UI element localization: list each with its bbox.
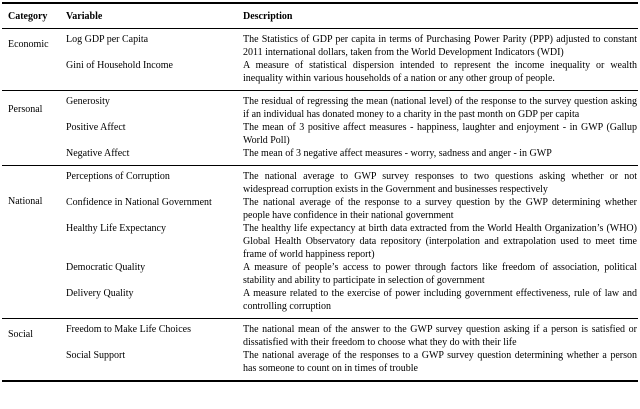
description-cell: A measure related to the exercise of pow…	[243, 288, 637, 312]
table-row: Healthy Life Expectancy The healthy life …	[2, 222, 638, 261]
description-cell: The national average of the responses to…	[243, 350, 637, 374]
description-cell: The national average to GWP survey respo…	[243, 171, 637, 195]
section-national: National Perceptions of Corruption The nat…	[2, 165, 638, 319]
table-row: Social Support The national average of th…	[2, 349, 638, 381]
category-cell: Personal	[8, 104, 43, 115]
table-row: Economic Log GDP per Capita The Statistics…	[2, 29, 638, 60]
category-cell: National	[8, 196, 43, 207]
column-header-description: Description	[243, 3, 638, 29]
variable-cell: Positive Affect	[66, 122, 126, 133]
variable-cell: Delivery Quality	[66, 288, 134, 299]
description-cell: The Statistics of GDP per capita in term…	[243, 34, 637, 58]
table-row: National Perceptions of Corruption The nat…	[2, 166, 638, 207]
variable-cell: Negative Affect	[66, 148, 130, 159]
table-row: Gini of Household Income A measure of sta…	[2, 59, 638, 91]
description-cell: The healthy life expectancy at birth dat…	[243, 223, 637, 260]
column-header-variable: Variable	[66, 3, 243, 29]
category-cell: Economic	[8, 39, 49, 50]
variable-cell: Gini of Household Income	[66, 60, 173, 71]
table-row: Personal Generosity The residual of regres…	[2, 91, 638, 122]
header-row: Category Variable Description	[2, 3, 638, 29]
table-row: Negative Affect The mean of 3 negative af…	[2, 147, 638, 166]
description-cell: The mean of 3 negative affect measures -…	[243, 148, 552, 159]
table-row: Social Freedom to Make Life Choices The na…	[2, 319, 638, 350]
section-personal: Personal Generosity The residual of regres…	[2, 90, 638, 166]
variable-cell: Democratic Quality	[66, 262, 146, 273]
description-cell: The national average of the response to …	[243, 197, 637, 221]
variable-cell: Generosity	[66, 96, 110, 107]
description-cell: The national mean of the answer to the G…	[243, 324, 637, 348]
table-row: Democratic Quality A measure of people’s …	[2, 261, 638, 287]
section-social: Social Freedom to Make Life Choices The na…	[2, 318, 638, 382]
table-row: Delivery Quality A measure related to the…	[2, 287, 638, 319]
column-header-category: Category	[2, 3, 66, 29]
variable-cell: Social Support	[66, 350, 126, 361]
description-cell: A measure of people’s access to power th…	[243, 262, 637, 286]
description-cell: A measure of statistical dispersion inte…	[243, 60, 637, 84]
variable-cell: Confidence in National Government	[66, 197, 212, 208]
table-row: Positive Affect The mean of 3 positive af…	[2, 121, 638, 147]
variables-table: Category Variable Description Economic Lo…	[2, 2, 638, 382]
description-cell: The residual of regressing the mean (nat…	[243, 96, 637, 120]
table-row: Confidence in National Government The nat…	[2, 196, 638, 222]
variable-cell: Log GDP per Capita	[66, 34, 149, 45]
variable-cell: Healthy Life Expectancy	[66, 223, 166, 234]
table-header: Category Variable Description	[2, 3, 638, 29]
description-cell: The mean of 3 positive affect measures -…	[243, 122, 637, 146]
section-economic: Economic Log GDP per Capita The Statistics…	[2, 28, 638, 91]
variable-cell: Perceptions of Corruption	[66, 171, 170, 182]
variable-cell: Freedom to Make Life Choices	[66, 324, 191, 335]
category-cell: Social	[8, 329, 33, 340]
